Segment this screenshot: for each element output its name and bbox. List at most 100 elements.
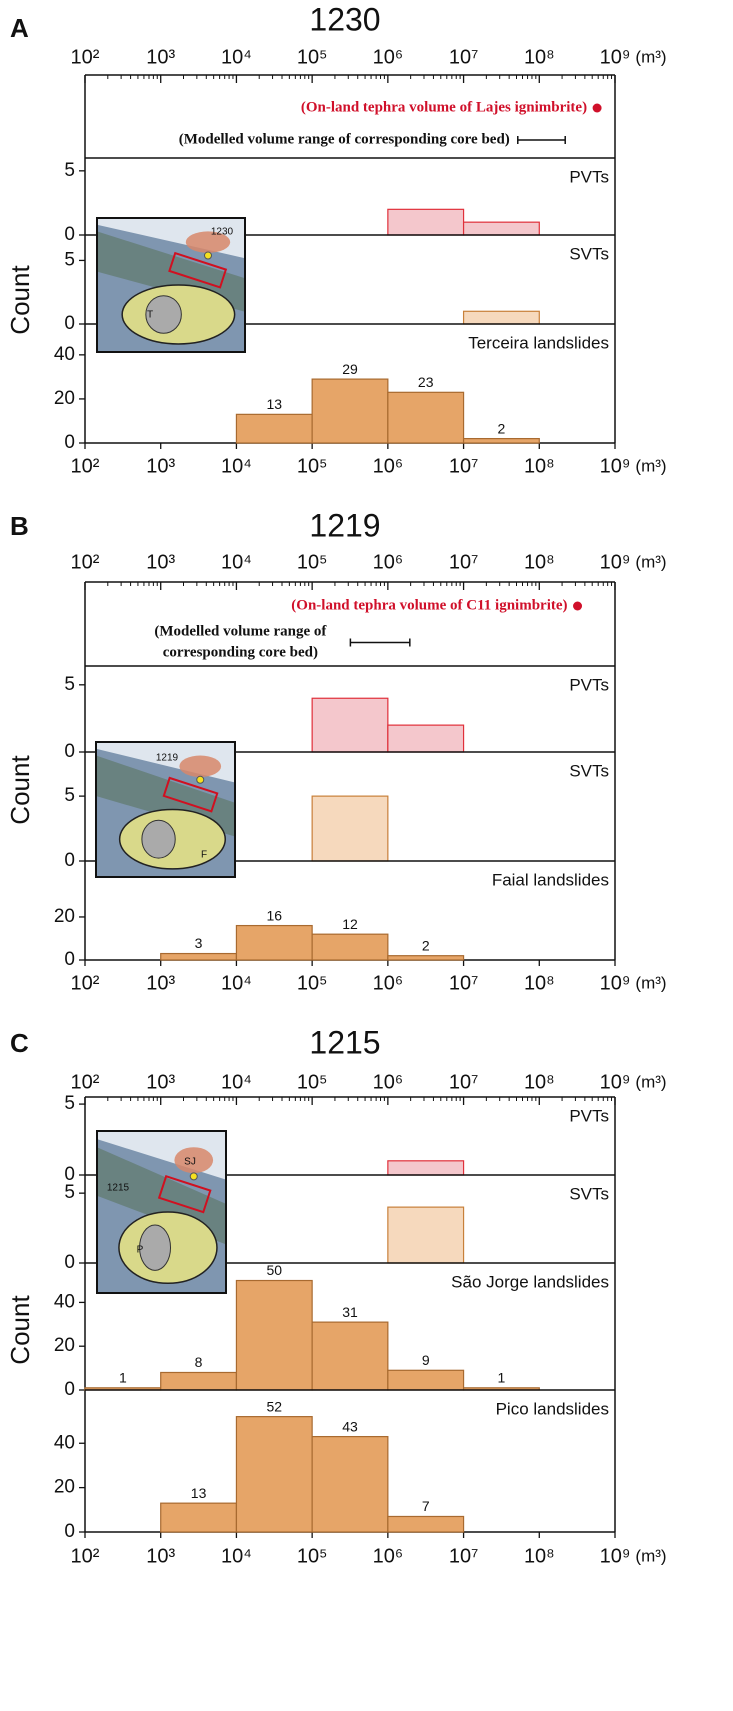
x-unit-bottom: (m³) [635, 456, 666, 475]
range-label: corresponding core bed) [163, 644, 318, 660]
inset-label: 1219 [156, 753, 179, 764]
inset-label: 1215 [107, 1183, 130, 1194]
histogram-bar [464, 311, 540, 324]
x-tick-label-bottom: 10⁴ [221, 455, 252, 477]
histogram-bar [388, 956, 464, 960]
subplot-name: Faial landslides [492, 870, 609, 889]
histogram-bar [236, 1281, 312, 1390]
x-tick-label-bottom: 10⁶ [373, 972, 403, 994]
y-axis-label: Count [5, 1295, 35, 1365]
inset-label: SJ [184, 1157, 196, 1168]
y-tick-label: 5 [64, 1182, 75, 1203]
x-tick-label-bottom: 10³ [146, 972, 175, 994]
x-tick-label-bottom: 10⁶ [373, 1545, 403, 1567]
range-label: (Modelled volume range of corresponding … [179, 131, 510, 147]
histogram-bar [161, 1372, 237, 1390]
inset-map: 1219 F [96, 742, 235, 877]
x-tick-label-top: 10⁵ [297, 46, 328, 68]
subplot-name: Pico landslides [496, 1399, 609, 1418]
bar-value-label: 23 [418, 374, 434, 390]
y-tick-label: 40 [54, 1291, 75, 1312]
x-tick-label-top: 10³ [146, 551, 175, 573]
bar-value-label: 52 [266, 1398, 282, 1414]
histogram-bar [161, 1503, 237, 1532]
bar-value-label: 7 [422, 1498, 430, 1514]
x-tick-label-bottom: 10⁸ [524, 972, 555, 994]
inset-map: 1215 SJ P [97, 1131, 226, 1293]
y-tick-label: 0 [64, 1521, 75, 1542]
y-tick-label: 0 [64, 949, 75, 970]
histogram-bar [388, 725, 464, 752]
bar-value-label: 3 [195, 935, 203, 951]
bar-value-label: 1 [498, 1370, 506, 1386]
panel-title: 1215 [309, 1024, 380, 1060]
inset-label: 1230 [211, 227, 234, 238]
panel-label: C [10, 1028, 29, 1058]
inset-label: F [201, 850, 207, 861]
x-tick-label-bottom: 10³ [146, 1545, 175, 1567]
range-label: (Modelled volume range of [154, 623, 327, 639]
x-unit-top: (m³) [635, 552, 666, 571]
x-tick-label-top: 10⁷ [449, 551, 478, 573]
y-tick-label: 5 [64, 160, 75, 181]
subplot-name: SVTs [569, 244, 609, 263]
x-tick-label-top: 10⁷ [449, 1071, 478, 1093]
x-tick-label-bottom: 10⁸ [524, 455, 555, 477]
histogram-bar [312, 1437, 388, 1532]
inset-core-site [190, 1173, 197, 1180]
panel-title: 1230 [309, 1, 380, 37]
bar-value-label: 13 [266, 396, 282, 412]
bar-value-label: 16 [266, 907, 282, 923]
x-tick-label-bottom: 10⁵ [297, 1545, 328, 1567]
tephra-volume-label: (On-land tephra volume of Lajes ignimbri… [301, 99, 587, 115]
histogram-bar [236, 926, 312, 960]
panel-title: 1219 [309, 507, 380, 543]
x-tick-label-bottom: 10⁷ [449, 455, 478, 477]
panel-label: A [10, 13, 29, 43]
bar-value-label: 13 [191, 1485, 207, 1501]
x-unit-bottom: (m³) [635, 1546, 666, 1565]
bar-value-label: 2 [422, 937, 430, 953]
subplot-name: São Jorge landslides [451, 1272, 609, 1291]
x-tick-label-bottom: 10⁶ [373, 455, 403, 477]
y-axis-label: Count [5, 265, 35, 335]
inset-core-site [205, 252, 212, 259]
bar-value-label: 50 [266, 1262, 282, 1278]
x-tick-label-bottom: 10⁹ [600, 455, 631, 477]
histogram-bar [312, 934, 388, 960]
inset-caldera [142, 820, 175, 858]
bar-value-label: 9 [422, 1352, 430, 1368]
x-tick-label-bottom: 10² [71, 972, 100, 994]
histogram-bar [464, 222, 540, 235]
tephra-volume-label: (On-land tephra volume of C11 ignimbrite… [291, 597, 567, 613]
histogram-bar [236, 1417, 312, 1532]
y-tick-label: 20 [54, 1335, 75, 1356]
x-tick-label-top: 10⁴ [221, 551, 252, 573]
inset-label: P [137, 1245, 144, 1256]
x-tick-label-top: 10⁸ [524, 46, 555, 68]
y-tick-label: 40 [54, 344, 75, 365]
y-tick-label: 0 [64, 1379, 75, 1400]
x-tick-label-top: 10⁹ [600, 551, 631, 573]
x-tick-label-top: 10⁸ [524, 551, 555, 573]
histogram-bar [388, 1161, 464, 1175]
y-tick-label: 0 [64, 741, 75, 762]
y-tick-label: 0 [64, 1252, 75, 1273]
x-tick-label-bottom: 10⁹ [600, 972, 631, 994]
x-tick-label-bottom: 10⁷ [449, 972, 478, 994]
subplot-name: SVTs [569, 1184, 609, 1203]
y-tick-label: 5 [64, 785, 75, 806]
y-axis-label: Count [5, 755, 35, 825]
x-tick-label-top: 10⁴ [221, 1071, 252, 1093]
x-tick-label-top: 10⁶ [373, 551, 403, 573]
x-tick-label-bottom: 10⁴ [221, 972, 252, 994]
y-tick-label: 20 [54, 388, 75, 409]
x-tick-label-top: 10⁶ [373, 46, 403, 68]
x-tick-label-bottom: 10⁴ [221, 1545, 252, 1567]
x-tick-label-top: 10⁶ [373, 1071, 403, 1093]
x-tick-label-top: 10² [71, 46, 100, 68]
tephra-volume-point [573, 602, 582, 611]
inset-caldera [140, 1225, 171, 1270]
x-tick-label-top: 10³ [146, 1071, 175, 1093]
bar-value-label: 12 [342, 916, 358, 932]
